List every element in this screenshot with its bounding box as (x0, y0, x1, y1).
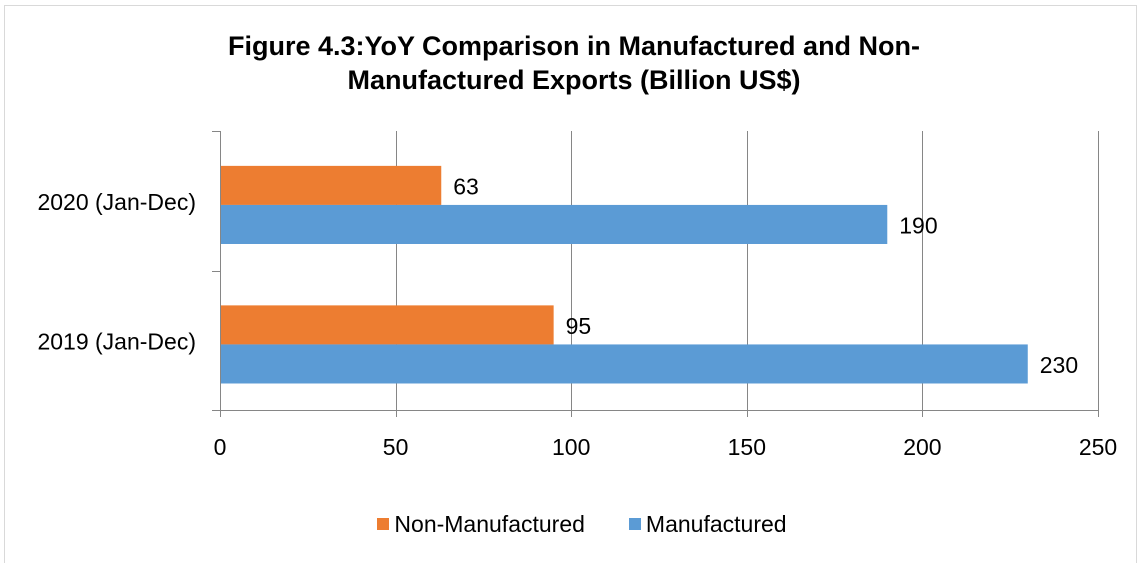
legend-swatch-manufactured (628, 518, 641, 530)
data-label-non-manufactured-2019-jan-dec: 95 (566, 313, 592, 339)
category-label-2019-jan-dec: 2019 (Jan-Dec) (37, 328, 196, 354)
category-label-2020-jan-dec: 2020 (Jan-Dec) (37, 189, 196, 215)
bar-manufactured-2019-jan-dec (221, 344, 1028, 384)
legend-swatch-non-manufactured (377, 518, 390, 530)
legend-label-manufactured: Manufactured (645, 510, 787, 537)
legend-label-non-manufactured: Non-Manufactured (394, 510, 585, 537)
chart-frame (4, 5, 1137, 563)
x-tick-label-0: 0 (214, 434, 227, 460)
legend-item-non-manufactured: Non-Manufactured (377, 511, 585, 538)
legend: Non-Manufactured Manufactured (282, 510, 882, 538)
data-label-non-manufactured-2020-jan-dec: 63 (453, 173, 479, 199)
bar-non-manufactured-2020-jan-dec (221, 165, 442, 205)
x-tick-label-250: 250 (1079, 434, 1117, 460)
data-label-manufactured-2019-jan-dec: 230 (1040, 352, 1078, 378)
x-tick-label-50: 50 (383, 434, 409, 460)
x-tick-label-200: 200 (903, 434, 941, 460)
data-label-manufactured-2020-jan-dec: 190 (899, 212, 937, 238)
x-tick-label-100: 100 (552, 434, 590, 460)
bar-manufactured-2020-jan-dec (221, 204, 888, 244)
legend-item-manufactured: Manufactured (628, 510, 787, 538)
x-tick-label-150: 150 (728, 434, 766, 460)
bar-non-manufactured-2019-jan-dec (221, 305, 554, 345)
chart-title: Figure 4.3:YoY Comparison in Manufacture… (227, 31, 921, 95)
